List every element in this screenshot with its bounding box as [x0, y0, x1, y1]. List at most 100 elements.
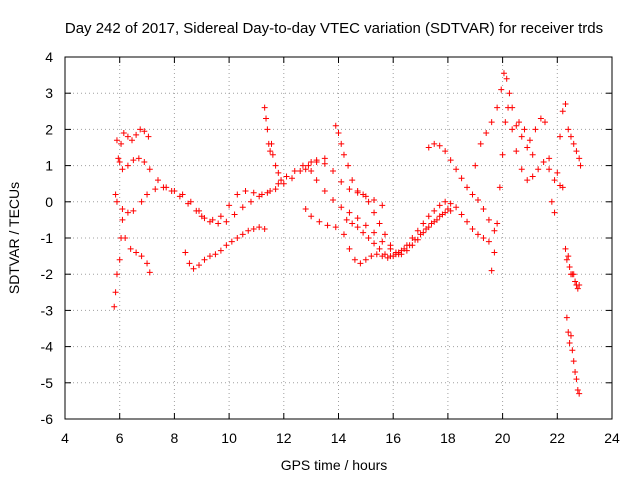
- data-point-arc-n: [541, 119, 548, 126]
- data-point-arc-d: [264, 189, 271, 196]
- data-point-arc-h: [340, 151, 347, 158]
- data-point-arc-l: [524, 144, 531, 151]
- data-point-arc-g: [313, 177, 320, 184]
- data-point-arc-d: [130, 207, 137, 214]
- data-point-arc-j: [354, 224, 361, 231]
- data-point-arc-d: [239, 204, 246, 211]
- data-point-arc-a: [129, 137, 136, 144]
- data-point-arc-c: [275, 180, 282, 187]
- data-point-arc-l: [529, 151, 536, 158]
- y-tick-label: 4: [45, 49, 53, 65]
- data-point-arc-g: [379, 238, 386, 245]
- chart-title: Day 242 of 2017, Sidereal Day-to-day VTE…: [65, 20, 603, 37]
- data-point-arc-c: [130, 157, 137, 164]
- y-tick-label: 3: [45, 85, 53, 101]
- data-point-arc-d: [256, 193, 263, 200]
- x-tick-label: 10: [221, 430, 237, 446]
- data-point-arc-g: [354, 215, 361, 222]
- data-point-arc-c: [321, 160, 328, 167]
- data-point-arc-k: [442, 148, 449, 155]
- data-point-arc-e: [245, 227, 252, 234]
- data-point-arc-j: [381, 251, 388, 258]
- data-point-arc-j: [371, 240, 378, 247]
- data-point-arc-i: [351, 256, 358, 263]
- data-point-arc-o: [570, 140, 577, 147]
- data-point-arc-a: [118, 140, 125, 147]
- data-point-arc-i: [417, 231, 424, 238]
- data-points: [111, 70, 584, 397]
- data-point-arc-i: [444, 206, 451, 213]
- y-tick-label: -3: [41, 302, 54, 318]
- y-tick-label: -1: [41, 230, 54, 246]
- data-point-arc-h: [376, 220, 383, 227]
- data-point-arc-j: [392, 251, 399, 258]
- data-point-arc-q: [576, 390, 583, 397]
- data-point-arc-b: [113, 271, 120, 278]
- data-point-arc-n: [551, 209, 558, 216]
- data-point-arc-k: [425, 144, 432, 151]
- data-point-arc-i: [357, 260, 364, 267]
- data-point-arc-c: [234, 191, 241, 198]
- data-point-arc-d: [305, 162, 312, 169]
- data-point-arc-n: [546, 155, 553, 162]
- x-tick-label: 12: [276, 430, 292, 446]
- data-point-arc-l: [477, 140, 484, 147]
- x-tick-label: 6: [116, 430, 124, 446]
- data-point-arc-i: [433, 216, 440, 223]
- data-point-arc-e: [196, 262, 203, 269]
- y-tick-label: 0: [45, 194, 53, 210]
- data-point-arc-m: [546, 166, 553, 173]
- data-point-arc-c: [146, 166, 153, 173]
- data-point-arc-b: [144, 260, 151, 267]
- data-point-arc-h: [338, 140, 345, 147]
- x-tick-label: 4: [61, 430, 69, 446]
- data-point-arc-p: [563, 256, 570, 263]
- data-point-arc-g: [338, 204, 345, 211]
- data-point-arc-h: [365, 198, 372, 205]
- data-point-arc-n: [554, 169, 561, 176]
- data-point-arc-d: [272, 186, 279, 193]
- data-point-arc-a: [112, 191, 119, 198]
- data-point-arc-a: [124, 133, 131, 140]
- data-point-arc-j: [431, 207, 438, 214]
- data-point-arc-d: [113, 198, 120, 205]
- data-point-arc-h: [332, 122, 339, 129]
- data-point-arc-d: [152, 186, 159, 193]
- data-point-arc-h: [360, 191, 367, 198]
- data-point-arc-q: [574, 387, 581, 394]
- data-point-arc-e: [261, 225, 268, 232]
- data-point-arc-d: [138, 198, 145, 205]
- data-point-arc-b: [119, 216, 126, 223]
- data-point-arc-d: [198, 213, 205, 220]
- data-point-arc-j: [414, 227, 421, 234]
- data-point-arc-j: [464, 218, 471, 225]
- data-point-arc-j: [409, 235, 416, 241]
- data-point-arc-m: [540, 158, 547, 165]
- data-point-arc-h: [387, 242, 394, 249]
- data-point-arc-j: [376, 245, 383, 252]
- data-point-arc-p: [565, 253, 572, 260]
- x-tick-label: 18: [440, 430, 456, 446]
- data-point-arc-j: [349, 220, 356, 227]
- data-point-arc-m: [496, 184, 503, 191]
- data-point-arc-c: [116, 158, 123, 165]
- data-point-arc-i: [428, 220, 435, 227]
- x-tick-label: 22: [550, 430, 566, 446]
- data-point-arc-k: [447, 157, 454, 164]
- data-point-arc-f: [275, 169, 282, 176]
- data-point-arc-d: [176, 193, 183, 200]
- data-point-arc-c: [226, 202, 233, 209]
- data-point-arc-a: [120, 130, 127, 137]
- data-point-arc-j: [387, 253, 394, 260]
- data-point-arc-i: [302, 206, 309, 213]
- data-point-arc-k: [431, 140, 438, 147]
- data-point-arc-i: [423, 225, 430, 232]
- data-point-arc-d: [168, 187, 175, 194]
- data-point-arc-m: [518, 166, 525, 173]
- data-point-arc-j: [425, 213, 432, 220]
- data-point-arc-c: [371, 196, 378, 203]
- data-point-arc-e: [239, 231, 246, 238]
- data-point-arc-j: [469, 225, 476, 232]
- data-point-arc-e: [190, 265, 197, 272]
- data-point-arc-b: [112, 289, 119, 296]
